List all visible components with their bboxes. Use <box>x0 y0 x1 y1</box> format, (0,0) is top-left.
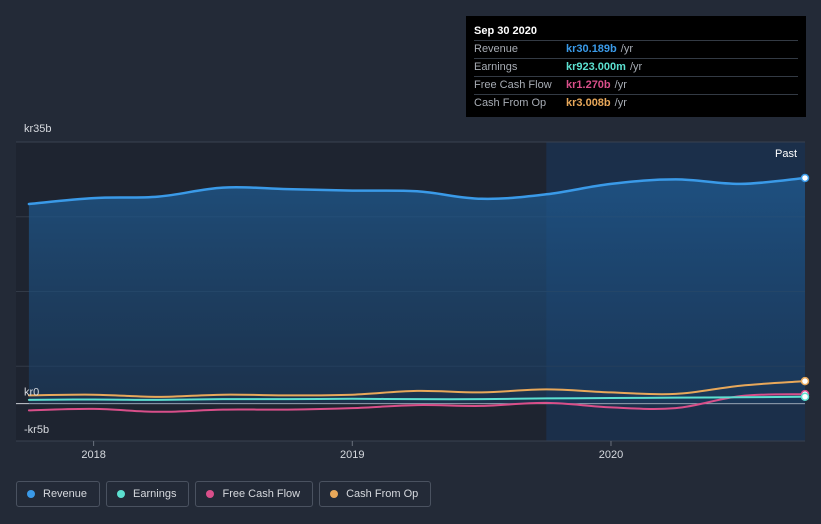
tooltip-label: Revenue <box>474 43 519 55</box>
tooltip-row-revenue: Revenue kr30.189b /yr <box>474 40 798 58</box>
x-tick-label: 2018 <box>81 449 105 461</box>
y-tick-label: -kr5b <box>24 424 49 436</box>
cash-from-op-end-marker <box>800 376 810 386</box>
revenue-line <box>27 176 807 206</box>
tooltip-unit: /yr <box>614 79 627 91</box>
x-tick-label: 2019 <box>340 449 364 461</box>
tooltip-date: Sep 30 2020 <box>474 25 537 37</box>
tooltip-value: kr30.189b <box>566 43 617 55</box>
legend-label: Free Cash Flow <box>222 488 301 500</box>
x-tick-label: 2020 <box>599 449 623 461</box>
legend-item-free-cash-flow[interactable]: Free Cash Flow <box>195 481 314 507</box>
legend-item-revenue[interactable]: Revenue <box>16 481 101 507</box>
earnings-end-marker <box>800 392 810 401</box>
tooltip: Sep 30 2020 Revenue kr30.189b /yr Earnin… <box>466 16 806 117</box>
tooltip-row-free-cash-flow: Free Cash Flow kr1.270b /yr <box>474 76 798 94</box>
tooltip-unit: /yr <box>629 61 643 73</box>
tooltip-unit: /yr <box>614 97 627 109</box>
revenue-area <box>28 178 805 404</box>
legend-label: Earnings <box>133 488 177 500</box>
legend-item-cash-from-op[interactable]: Cash From Op <box>319 481 432 507</box>
y-tick-label: kr0 <box>24 387 39 399</box>
earnings-dot-icon <box>117 490 126 498</box>
cash-from-op-dot-icon <box>330 490 339 498</box>
revenue-dot-icon <box>27 490 35 498</box>
legend: Revenue Earnings Free Cash Flow Cash Fro… <box>16 481 432 507</box>
tooltip-value: kr923.000m <box>566 61 626 73</box>
tooltip-label: Cash From Op <box>474 97 547 109</box>
legend-label: Cash From Op <box>346 488 419 500</box>
earnings-line <box>27 395 806 401</box>
tooltip-label: Free Cash Flow <box>474 79 552 91</box>
tooltip-value: kr1.270b <box>566 79 611 91</box>
tooltip-unit: /yr <box>620 43 633 55</box>
legend-item-earnings[interactable]: Earnings <box>106 481 190 507</box>
tooltip-label: Earnings <box>474 61 518 73</box>
revenue-end-marker <box>800 173 810 183</box>
tooltip-value: kr3.008b <box>566 97 611 109</box>
free-cash-flow-line <box>27 393 806 413</box>
y-tick-label: kr35b <box>24 123 52 135</box>
past-label: Past <box>775 148 797 160</box>
tooltip-row-cash-from-op: Cash From Op kr3.008b /yr <box>474 94 798 112</box>
free-cash-flow-dot-icon <box>206 490 215 498</box>
tooltip-row-earnings: Earnings kr923.000m /yr <box>474 58 798 76</box>
cash-from-op-line <box>27 380 806 398</box>
legend-label: Revenue <box>43 488 88 500</box>
